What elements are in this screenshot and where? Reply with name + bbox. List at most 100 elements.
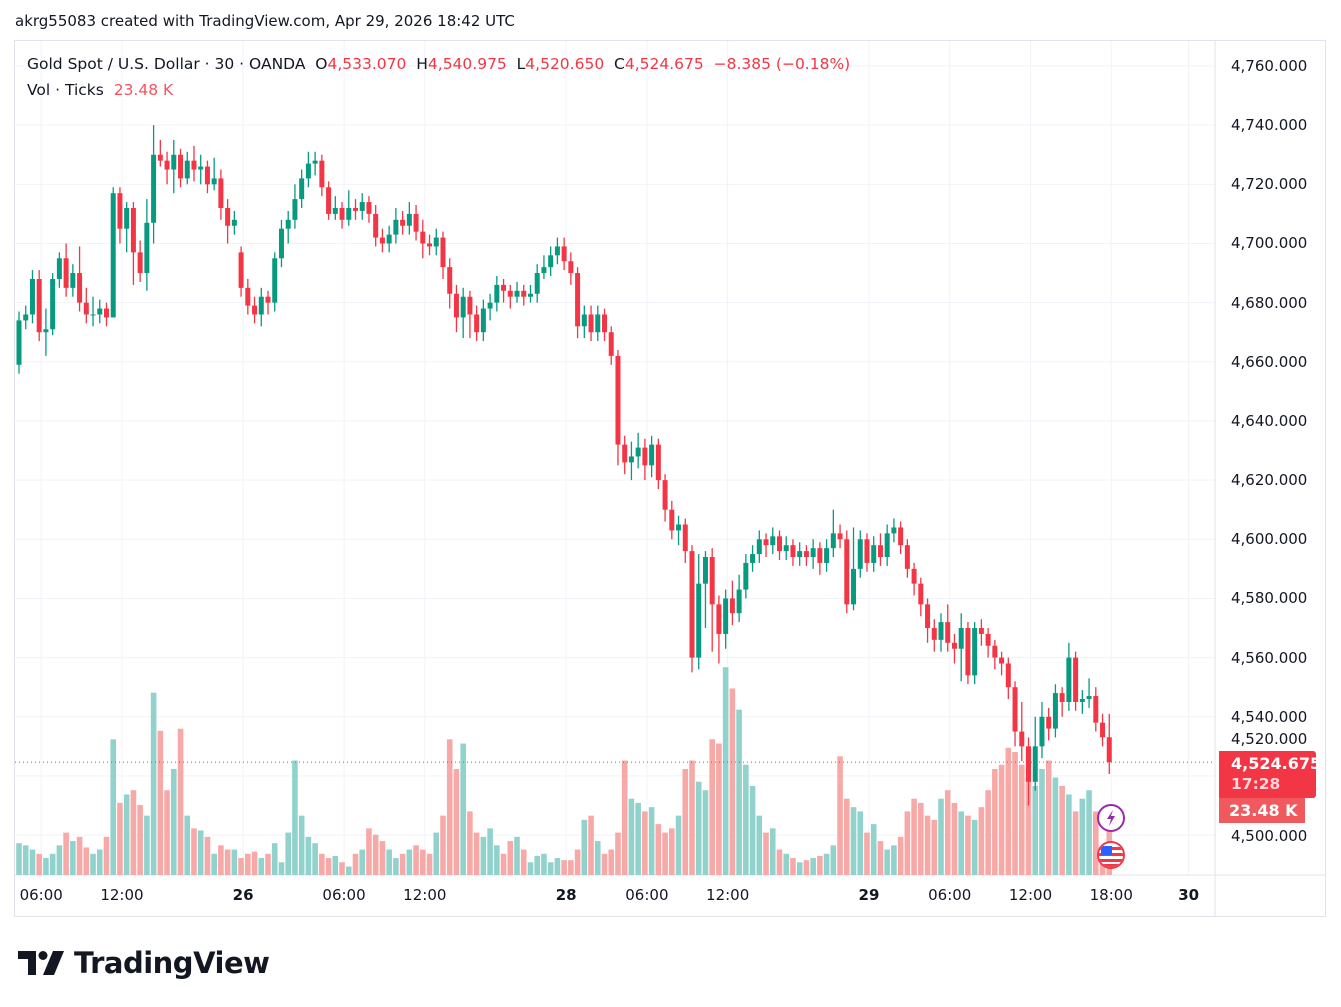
volume-bar: [1052, 777, 1059, 875]
candle-down: [689, 551, 695, 658]
volume-bar: [1079, 798, 1086, 875]
time-tick-label: 12:00: [403, 886, 447, 904]
volume-bar: [332, 855, 339, 875]
candle-down: [218, 178, 224, 208]
volume-bar: [648, 807, 655, 875]
candle-up: [1066, 657, 1072, 702]
time-tick-label: 12:00: [706, 886, 750, 904]
volume-bar: [319, 853, 325, 875]
candle-up: [628, 456, 634, 463]
volume-bar: [16, 843, 22, 875]
volume-bar: [628, 798, 635, 875]
candle-down: [763, 539, 769, 546]
volume-bar: [864, 832, 870, 875]
lightning-event-icon[interactable]: [1097, 804, 1125, 832]
candle-down: [467, 296, 473, 315]
tradingview-logo[interactable]: TradingView: [18, 945, 270, 981]
volume-bar: [420, 849, 426, 875]
volume-bar: [433, 832, 440, 875]
time-tick-label: 30: [1178, 886, 1200, 904]
candle-up: [972, 628, 978, 676]
volume-bar: [36, 853, 42, 875]
candle-down: [985, 633, 991, 646]
candle-down: [225, 207, 231, 226]
volume-bar: [90, 853, 96, 875]
chart-legend: Gold Spot / U.S. Dollar · 30 · OANDA O4,…: [27, 53, 850, 105]
candle-down: [319, 160, 325, 188]
candle-down: [716, 604, 722, 634]
close-label: C: [614, 55, 625, 73]
volume-bar: [56, 845, 63, 875]
volume-bar: [83, 847, 90, 875]
time-tick-label: 18:00: [1089, 886, 1133, 904]
volume-bar: [460, 743, 466, 875]
candle-up: [750, 554, 756, 563]
symbol-title[interactable]: Gold Spot / U.S. Dollar · 30 · OANDA: [27, 55, 306, 73]
candle-down: [83, 302, 89, 315]
volume-bar: [635, 802, 641, 875]
price-tick-label: 4,680.000: [1231, 293, 1308, 312]
candle-down: [245, 287, 251, 306]
candle-up: [756, 539, 762, 555]
volume-bar: [379, 841, 386, 875]
candle-down: [103, 308, 109, 318]
volume-bar: [998, 764, 1005, 875]
candle-up: [312, 160, 318, 164]
us-flag-event-icon[interactable]: [1097, 841, 1125, 869]
volume-bar: [924, 815, 931, 875]
volume-bar: [117, 802, 123, 875]
volume-bar: [218, 845, 224, 875]
candle-down: [776, 536, 782, 552]
volume-indicator-title[interactable]: Vol · Ticks: [27, 81, 104, 99]
candle-down: [999, 657, 1005, 664]
candle-up: [393, 219, 399, 235]
price-tick-label: 4,700.000: [1231, 234, 1308, 253]
volume-bar: [938, 798, 944, 875]
volume-bar: [76, 836, 83, 875]
candle-up: [231, 219, 237, 226]
time-tick-label: 06:00: [322, 886, 366, 904]
volume-bar: [857, 811, 864, 875]
candle-down: [501, 284, 507, 291]
volume-bar: [191, 828, 197, 875]
candle-up: [871, 545, 877, 563]
volume-bar: [238, 858, 244, 875]
candle-down: [420, 231, 426, 244]
volume-bar: [729, 688, 736, 875]
volume-bar: [144, 815, 150, 875]
volume-bar: [756, 815, 763, 875]
candle-down: [662, 480, 668, 510]
candle-up: [1032, 746, 1038, 782]
candle-down: [137, 252, 143, 274]
volume-bar: [642, 811, 648, 875]
candle-up: [696, 583, 702, 658]
candle-down: [453, 293, 459, 318]
volume-bar: [271, 843, 278, 875]
volume-bar: [63, 832, 69, 875]
volume-bar: [520, 849, 527, 875]
volume-bar: [446, 739, 453, 875]
candle-down: [130, 207, 136, 253]
candle-down: [265, 296, 271, 303]
candle-down: [77, 273, 83, 303]
volume-bar: [480, 836, 487, 875]
volume-bar: [110, 739, 117, 875]
candle-up: [824, 548, 830, 563]
low-label: L: [516, 55, 526, 73]
candle-down: [904, 545, 910, 569]
volume-bar: [265, 853, 271, 875]
open-value: 4,533.070: [327, 55, 407, 73]
volume-bar: [29, 849, 36, 875]
logo-text: TradingView: [74, 946, 270, 980]
candle-down: [252, 305, 258, 315]
price-tick-label: 4,540.000: [1231, 707, 1308, 726]
candle-up: [151, 154, 157, 223]
candle-up: [810, 548, 816, 558]
volume-bar: [1086, 790, 1092, 875]
candle-down: [602, 314, 608, 333]
candle-up: [581, 314, 587, 327]
candle-down: [925, 604, 931, 629]
volume-bar: [790, 858, 796, 875]
volume-bar: [769, 828, 776, 875]
